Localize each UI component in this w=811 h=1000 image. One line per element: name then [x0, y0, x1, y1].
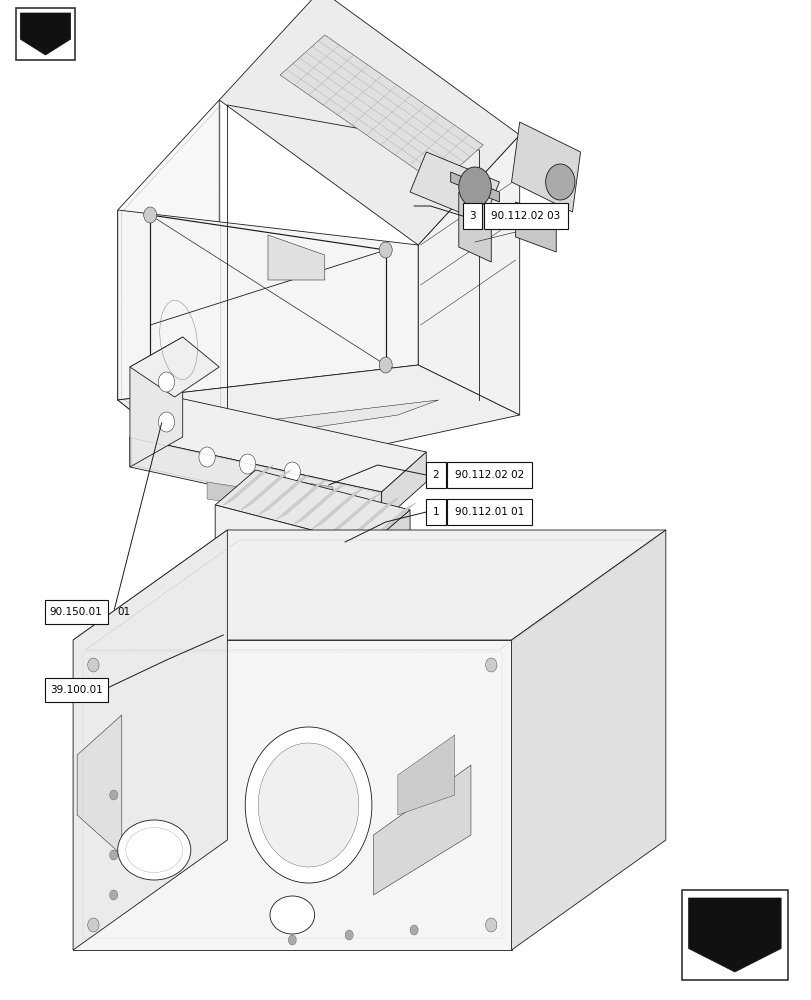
Ellipse shape [269, 896, 314, 934]
Circle shape [144, 390, 157, 406]
FancyBboxPatch shape [45, 600, 107, 624]
Polygon shape [73, 530, 227, 950]
Polygon shape [365, 503, 415, 543]
Polygon shape [347, 498, 397, 538]
Circle shape [88, 918, 99, 932]
Polygon shape [329, 493, 380, 534]
FancyBboxPatch shape [462, 203, 482, 229]
Circle shape [239, 448, 247, 458]
Polygon shape [418, 135, 519, 415]
Text: 90.112.01 01: 90.112.01 01 [454, 507, 523, 517]
Circle shape [284, 462, 300, 482]
Circle shape [545, 164, 574, 200]
Polygon shape [130, 397, 426, 492]
Polygon shape [280, 35, 483, 185]
Polygon shape [118, 365, 519, 480]
Polygon shape [219, 0, 519, 245]
Polygon shape [688, 898, 780, 972]
FancyBboxPatch shape [447, 462, 531, 488]
FancyBboxPatch shape [483, 203, 568, 229]
Polygon shape [215, 470, 410, 545]
Circle shape [207, 445, 215, 455]
Text: 90.150.01: 90.150.01 [49, 607, 102, 617]
Polygon shape [369, 510, 410, 595]
Polygon shape [73, 530, 665, 640]
Circle shape [485, 658, 496, 672]
Polygon shape [381, 452, 426, 522]
FancyBboxPatch shape [426, 462, 445, 488]
Polygon shape [450, 172, 499, 202]
Polygon shape [241, 470, 291, 510]
Circle shape [144, 207, 157, 223]
Circle shape [245, 727, 371, 883]
Circle shape [379, 357, 392, 373]
Polygon shape [259, 475, 309, 514]
Text: 90.112.02 02: 90.112.02 02 [454, 470, 523, 480]
FancyBboxPatch shape [426, 499, 445, 525]
Circle shape [258, 743, 358, 867]
Polygon shape [511, 530, 665, 950]
Polygon shape [118, 210, 418, 400]
Polygon shape [118, 100, 219, 480]
FancyBboxPatch shape [681, 890, 787, 980]
Circle shape [158, 372, 174, 392]
Polygon shape [130, 337, 219, 397]
Polygon shape [277, 479, 327, 519]
Circle shape [158, 412, 174, 432]
Circle shape [353, 438, 361, 448]
Circle shape [109, 790, 118, 800]
Polygon shape [20, 13, 71, 55]
Polygon shape [410, 152, 499, 222]
Polygon shape [294, 484, 344, 524]
Text: 39.100.01: 39.100.01 [49, 685, 102, 695]
Circle shape [109, 890, 118, 900]
Polygon shape [515, 202, 556, 252]
Polygon shape [373, 765, 470, 895]
Text: 3: 3 [469, 211, 475, 221]
Polygon shape [300, 482, 333, 504]
Polygon shape [195, 400, 438, 445]
Text: 01: 01 [117, 607, 131, 617]
FancyBboxPatch shape [16, 8, 75, 60]
Polygon shape [77, 715, 122, 855]
Circle shape [410, 925, 418, 935]
Circle shape [304, 442, 312, 452]
Polygon shape [207, 482, 239, 504]
Polygon shape [130, 337, 182, 467]
Circle shape [288, 935, 296, 945]
Polygon shape [511, 122, 580, 212]
Polygon shape [458, 192, 491, 262]
Circle shape [458, 167, 491, 207]
Circle shape [199, 447, 215, 467]
Text: 2: 2 [432, 470, 439, 480]
Circle shape [345, 930, 353, 940]
Text: 90.112.02 03: 90.112.02 03 [491, 211, 560, 221]
Circle shape [88, 658, 99, 672]
Polygon shape [397, 735, 454, 815]
FancyBboxPatch shape [45, 678, 107, 702]
Circle shape [379, 242, 392, 258]
FancyBboxPatch shape [447, 499, 531, 525]
Polygon shape [73, 640, 511, 950]
Polygon shape [255, 482, 288, 504]
Circle shape [109, 850, 118, 860]
Circle shape [239, 454, 255, 474]
Polygon shape [268, 235, 324, 280]
Circle shape [485, 918, 496, 932]
Polygon shape [215, 505, 369, 595]
Polygon shape [223, 465, 273, 505]
Ellipse shape [118, 820, 191, 880]
Polygon shape [369, 530, 410, 595]
Text: 1: 1 [432, 507, 439, 517]
Polygon shape [130, 437, 381, 522]
Polygon shape [311, 489, 362, 529]
